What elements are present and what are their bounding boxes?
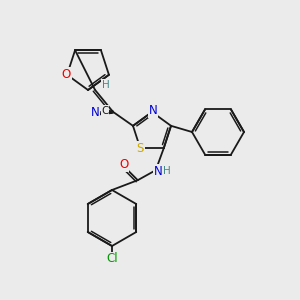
Text: C: C (101, 106, 109, 116)
Text: Cl: Cl (106, 253, 118, 266)
Text: H: H (102, 80, 110, 90)
Text: O: O (119, 158, 128, 171)
Text: O: O (61, 68, 71, 81)
Text: N: N (91, 106, 99, 119)
Text: H: H (163, 166, 171, 176)
Text: N: N (153, 165, 162, 178)
Text: S: S (136, 142, 144, 155)
Text: N: N (148, 104, 158, 118)
